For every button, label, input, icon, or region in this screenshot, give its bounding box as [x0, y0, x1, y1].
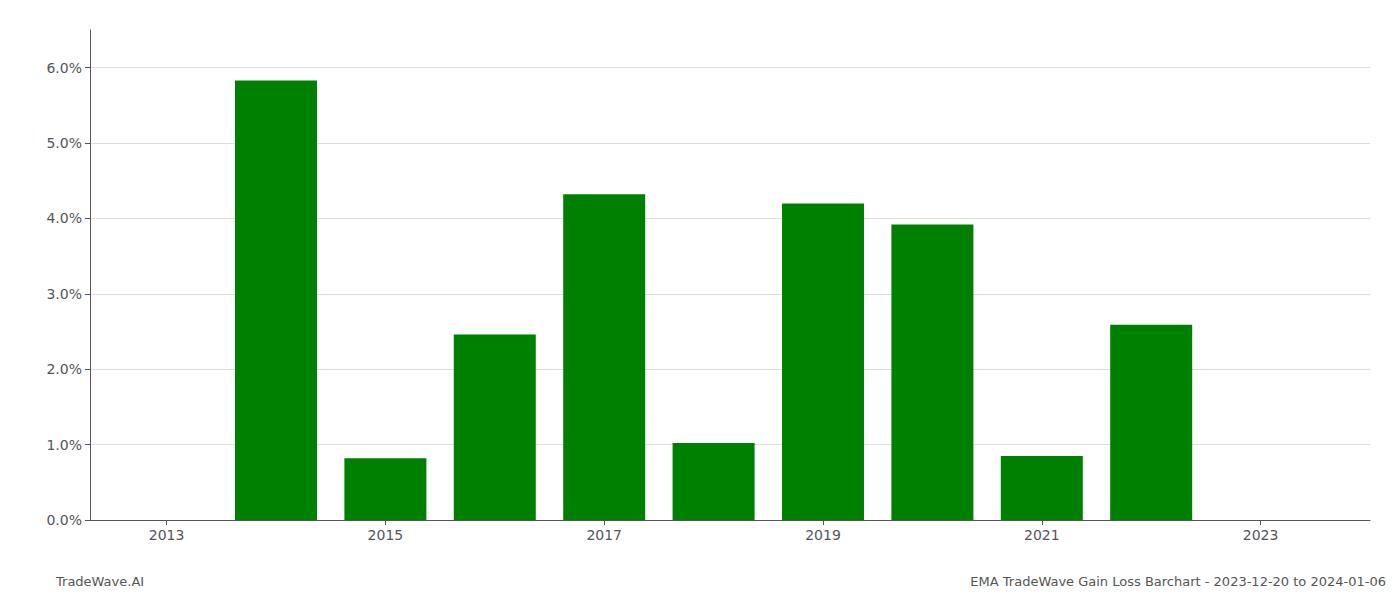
- svg-text:3.0%: 3.0%: [46, 286, 82, 302]
- svg-text:2023: 2023: [1243, 527, 1279, 543]
- svg-text:2021: 2021: [1024, 527, 1060, 543]
- svg-text:4.0%: 4.0%: [46, 210, 82, 226]
- svg-text:2019: 2019: [805, 527, 841, 543]
- svg-text:5.0%: 5.0%: [46, 135, 82, 151]
- svg-text:EMA TradeWave Gain Loss Barcha: EMA TradeWave Gain Loss Barchart - 2023-…: [970, 574, 1386, 589]
- svg-text:0.0%: 0.0%: [46, 512, 82, 528]
- svg-text:2.0%: 2.0%: [46, 361, 82, 377]
- svg-text:1.0%: 1.0%: [46, 437, 82, 453]
- svg-text:6.0%: 6.0%: [46, 60, 82, 76]
- svg-text:2017: 2017: [586, 527, 622, 543]
- svg-text:TradeWave.AI: TradeWave.AI: [55, 574, 144, 589]
- svg-text:2015: 2015: [368, 527, 404, 543]
- svg-text:2013: 2013: [149, 527, 185, 543]
